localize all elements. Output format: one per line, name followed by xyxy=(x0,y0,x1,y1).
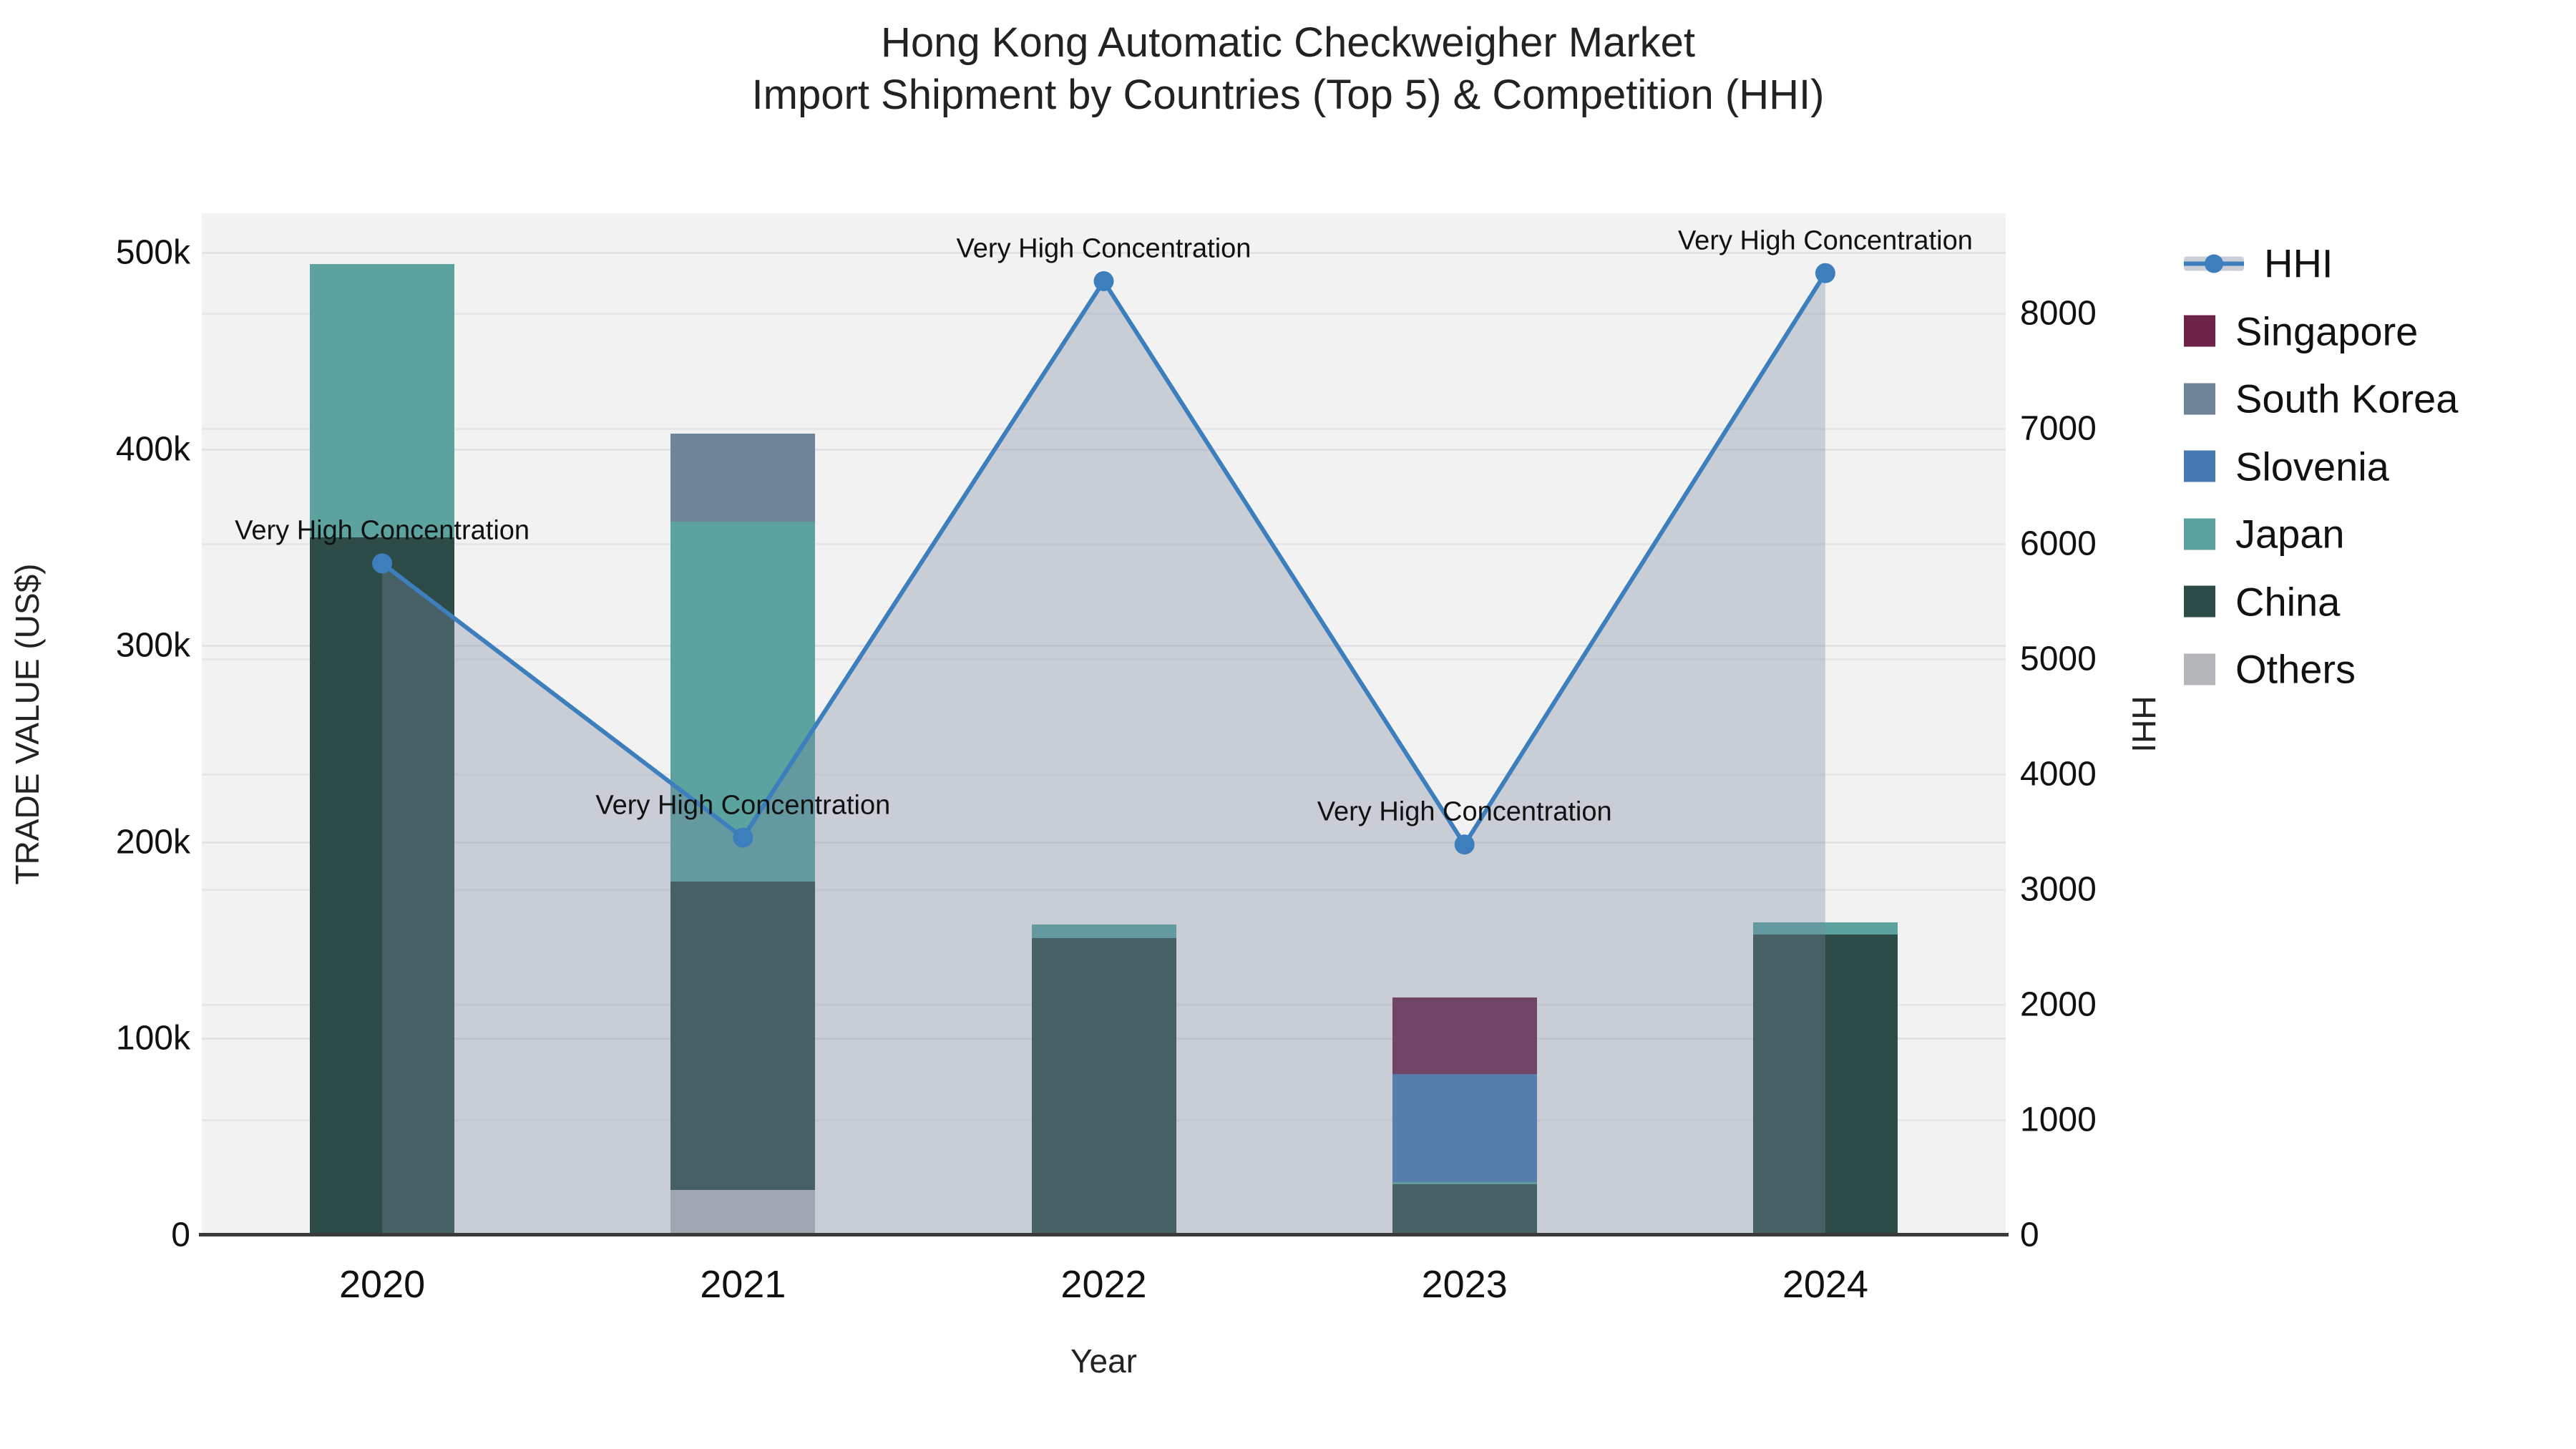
legend-hhi-line-icon xyxy=(2184,247,2244,280)
tick-x-2021: 2021 xyxy=(700,1263,786,1306)
bar-segment-japan-2022[interactable] xyxy=(1031,924,1176,939)
tick-right-1000: 1000 xyxy=(2020,1101,2097,1139)
tick-left-100k: 100k xyxy=(115,1019,190,1058)
legend-label-china: China xyxy=(2235,579,2341,624)
bar-segment-china-2023[interactable] xyxy=(1392,1184,1537,1235)
tick-right-8000: 8000 xyxy=(2020,294,2097,333)
chart-title-line2: Import Shipment by Countries (Top 5) & C… xyxy=(751,71,1825,118)
legend-label-hhi: HHI xyxy=(2264,240,2333,286)
hhi-overlay xyxy=(372,263,1835,1235)
tick-left-500k: 500k xyxy=(115,233,190,272)
legend-label-slovenia: Slovenia xyxy=(2235,444,2389,489)
tick-right-0: 0 xyxy=(2020,1216,2039,1254)
legend-color-swatch-china xyxy=(2184,585,2215,618)
legend-item-others[interactable]: Others xyxy=(2184,646,2356,693)
tick-right-6000: 6000 xyxy=(2020,525,2097,563)
annotation-2020: Very High Concentration xyxy=(235,515,530,546)
tick-right-5000: 5000 xyxy=(2020,640,2097,678)
hhi-marker-2020[interactable] xyxy=(372,553,393,574)
hhi-marker-2021[interactable] xyxy=(733,827,753,848)
legend-item-singapore[interactable]: Singapore xyxy=(2184,308,2418,354)
legend-item-china[interactable]: China xyxy=(2184,578,2340,625)
tick-left-300k: 300k xyxy=(115,626,190,665)
legend-item-slovenia[interactable]: Slovenia xyxy=(2184,443,2389,489)
legend-color-swatch-slovenia xyxy=(2184,450,2215,482)
bar-segment-japan-2021[interactable] xyxy=(670,522,816,882)
tick-left-200k: 200k xyxy=(115,823,190,862)
legend-color-swatch-others xyxy=(2184,653,2215,685)
right-axis-title: HHI xyxy=(2125,696,2162,753)
bar-segment-china-2022[interactable] xyxy=(1031,938,1176,1235)
tick-right-3000: 3000 xyxy=(2020,870,2097,909)
legend-label-others: Others xyxy=(2235,646,2356,692)
tick-right-2000: 2000 xyxy=(2020,985,2097,1024)
tick-x-2024: 2024 xyxy=(1782,1263,1868,1306)
legend-color-swatch-japan xyxy=(2184,518,2215,550)
legend-label-south-korea: South Korea xyxy=(2235,376,2459,421)
tick-x-2022: 2022 xyxy=(1060,1263,1147,1306)
hhi-marker-2024[interactable] xyxy=(1815,263,1835,283)
bar-segment-slovenia-2023[interactable] xyxy=(1392,1073,1537,1182)
legend-color-swatch-south-korea xyxy=(2184,383,2215,414)
plot-area[interactable]: Very High Concentration Very High Concent… xyxy=(199,213,2009,1236)
annotation-2024: Very High Concentration xyxy=(1677,225,1973,256)
bar-segment-japan-2024[interactable] xyxy=(1752,922,1898,935)
bar-segment-singapore-2023[interactable] xyxy=(1392,997,1537,1074)
bar-segment-china-2020[interactable] xyxy=(310,537,455,1235)
chart-title-line1: Hong Kong Automatic Checkweigher Market xyxy=(880,19,1696,66)
x-axis-title: Year xyxy=(1070,1342,1137,1380)
hhi-marker-2023[interactable] xyxy=(1454,834,1475,855)
legend-item-south-korea[interactable]: South Korea xyxy=(2184,376,2458,422)
tick-x-2020: 2020 xyxy=(339,1263,426,1306)
annotation-2023: Very High Concentration xyxy=(1317,796,1612,827)
tick-right-4000: 4000 xyxy=(2020,755,2097,794)
legend-label-singapore: Singapore xyxy=(2235,308,2419,353)
bar-segment-china-2021[interactable] xyxy=(670,881,816,1190)
tick-right-7000: 7000 xyxy=(2020,409,2097,448)
hhi-marker-2022[interactable] xyxy=(1093,270,1114,291)
legend-color-swatch-singapore xyxy=(2184,315,2215,347)
tick-x-2023: 2023 xyxy=(1421,1263,1508,1306)
bar-segment-japan-2020[interactable] xyxy=(310,264,455,538)
tick-left-400k: 400k xyxy=(115,430,190,469)
bar-segment-japan-2023[interactable] xyxy=(1392,1181,1537,1184)
chart-title: Hong Kong Automatic Checkweigher Market … xyxy=(0,17,2576,121)
legend-label-japan: Japan xyxy=(2235,511,2345,557)
x-axis-line xyxy=(199,1233,2009,1236)
bar-segment-china-2024[interactable] xyxy=(1752,934,1898,1235)
bar-segment-others-2021[interactable] xyxy=(670,1189,816,1235)
bar-segment-south-korea-2021[interactable] xyxy=(670,433,816,522)
legend-item-japan[interactable]: Japan xyxy=(2184,511,2345,557)
annotation-2022: Very High Concentration xyxy=(956,233,1252,264)
tick-left-0: 0 xyxy=(171,1216,190,1254)
legend-item-hhi[interactable]: HHI xyxy=(2184,240,2333,287)
legend-hhi-marker-dot xyxy=(2205,254,2223,273)
hhi-area xyxy=(382,273,1825,1235)
annotation-2021: Very High Concentration xyxy=(595,790,891,821)
